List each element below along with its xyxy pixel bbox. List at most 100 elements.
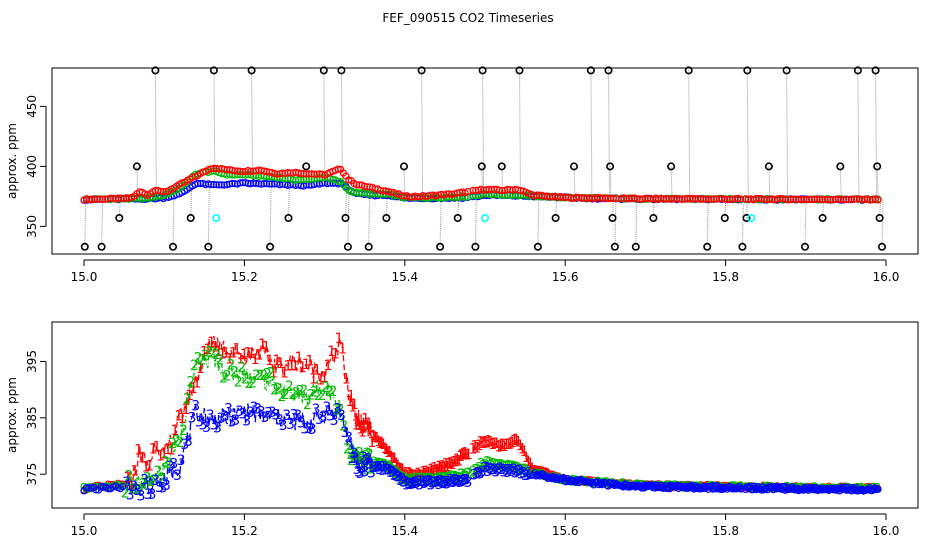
bottom-series-2-code-label: 2 (368, 460, 377, 476)
bottom-series-1-code-label: 1 (273, 353, 282, 369)
bottom-series-3-code-label: 3 (488, 463, 497, 479)
top-series-1-point (104, 195, 112, 203)
bottom-series-2-code-label: 2 (357, 450, 366, 466)
bottom-series-2-code-label: 2 (524, 466, 533, 482)
bottom-series-2-code-label: 2 (402, 472, 411, 488)
bottom-series-2-code-label: 2 (413, 474, 422, 490)
bottom-series-1-code-label: 1 (356, 422, 365, 438)
top-flag-drop-line (706, 199, 709, 247)
bottom-series-1-code-label: 1 (401, 465, 410, 481)
bottom-series-1-code-label: 1 (254, 347, 263, 363)
bottom-series-1-code-label: 1 (127, 478, 136, 494)
bottom-series-1-code-label: 1 (453, 452, 462, 468)
top-outlier-point (875, 214, 884, 223)
top-y-tick-label: 350 (25, 215, 39, 238)
bottom-series-1-code-label: 1 (464, 447, 473, 463)
top-series-1-point (286, 169, 294, 177)
bottom-series-1-code-label: 1 (327, 344, 336, 360)
bottom-series-2-code-label: 2 (270, 383, 279, 399)
top-series-3-point (228, 179, 236, 188)
bottom-series-1-code-label: 1 (262, 339, 271, 355)
bottom-series-2-code-label: 2 (376, 456, 385, 472)
top-series-1-point (577, 194, 586, 202)
bottom-series-3-code-label: 3 (415, 478, 424, 494)
top-outlier-point (399, 162, 408, 171)
top-outlier-point (204, 242, 213, 251)
bottom-series-2-code-label: 2 (453, 470, 462, 486)
bottom-series-1-code-label: 1 (520, 444, 529, 460)
bottom-series-2-code-label: 2 (403, 474, 412, 490)
bottom-series-1-code-label: 1 (182, 402, 191, 418)
top-series-3-point (244, 179, 252, 187)
top-flag-drop-line (537, 196, 540, 247)
bottom-series-1-code-label: 1 (338, 341, 347, 357)
bottom-series-2-code-label: 2 (168, 436, 177, 452)
top-flag-drop-line (347, 188, 350, 247)
top-series-1-point (850, 195, 858, 203)
bottom-series-3-code-label: 3 (137, 488, 146, 504)
top-series-1-point (585, 194, 594, 202)
bottom-series-1-code-label: 1 (451, 454, 460, 470)
bottom-series-3-code-label: 3 (286, 417, 295, 433)
bottom-series-1-code-label: 1 (504, 437, 513, 453)
bottom-plot-area: 1111111111111111111111111111111111111111… (80, 331, 882, 504)
bottom-series-2-code-label: 2 (194, 351, 203, 367)
bottom-series-1-code-label: 1 (459, 447, 468, 463)
bottom-series-1-code-label: 1 (392, 456, 401, 472)
bottom-series-1-code-label: 1 (462, 448, 471, 464)
bottom-series-1-code-label: 1 (443, 459, 452, 475)
bottom-series-1-code-label: 1 (331, 346, 340, 362)
top-flag-drop-line (614, 198, 617, 247)
bottom-series-2-code-label: 2 (212, 347, 221, 363)
bottom-series-3-code-label: 3 (505, 462, 514, 478)
bottom-series-2-code-label: 2 (245, 376, 254, 392)
bottom-series-1-code-label: 1 (425, 465, 434, 481)
bottom-series-2-code-label: 2 (186, 375, 195, 391)
bottom-series-3-code-label: 3 (441, 474, 450, 490)
top-series-1-point (284, 168, 292, 177)
top-outlier-point (551, 214, 560, 223)
top-series-1-point (752, 194, 760, 202)
top-series-1-point (874, 196, 882, 204)
bottom-series-1-code-label: 1 (441, 457, 450, 473)
bottom-series-3-code-label: 3 (253, 401, 262, 417)
bottom-series-3-code-label: 3 (231, 413, 240, 429)
bottom-series-2-code-label: 2 (487, 458, 496, 474)
bottom-series-1-code-label: 1 (404, 465, 413, 481)
bottom-series-3-code-label: 3 (509, 462, 518, 478)
bottom-series-2-code-label: 2 (299, 383, 308, 399)
top-series-3-point (252, 179, 260, 187)
bottom-series-3-code-label: 3 (482, 460, 491, 476)
bottom-series-3-code-label: 3 (404, 476, 413, 492)
top-series-1-point (469, 186, 477, 194)
bottom-series-3-code-label: 3 (213, 420, 222, 436)
bottom-series-2-code-label: 2 (241, 372, 250, 388)
bottom-series-2-code-label: 2 (485, 456, 494, 472)
bottom-series-2-code-label: 2 (489, 456, 498, 472)
bottom-series-2-code-label: 2 (471, 463, 480, 479)
bottom-series-1-code-label: 1 (345, 394, 354, 410)
top-flag-drop-line (482, 70, 485, 196)
bottom-series-3-code-label: 3 (501, 463, 510, 479)
bottom-series-1-code-label: 1 (488, 437, 497, 453)
bottom-series-2-code-label: 2 (146, 474, 155, 490)
bottom-series-1-code-label: 1 (446, 455, 455, 471)
top-flag-drop-line (555, 197, 558, 219)
bottom-series-3-code-label: 3 (344, 430, 353, 446)
bottom-series-2-code-label: 2 (172, 433, 181, 449)
top-flag-drop-line (786, 70, 789, 200)
top-series-1-point (715, 195, 723, 203)
bottom-series-2-code-label: 2 (481, 458, 490, 474)
bottom-series-1-code-label: 1 (361, 411, 370, 427)
top-series-1-point (710, 195, 718, 203)
bottom-series-1-code-label: 1 (236, 352, 245, 368)
bottom-series-3-code-label: 3 (451, 473, 460, 489)
bottom-series-code-labels: 1111111111111111111111111111111111111111… (121, 331, 537, 504)
bottom-series-3-code-label: 3 (460, 472, 469, 488)
bottom-series-1-code-label: 1 (203, 342, 212, 358)
top-series-1-point (334, 165, 342, 173)
bottom-series-3-code-label: 3 (418, 474, 427, 490)
bottom-series-3-code-label: 3 (348, 451, 357, 467)
bottom-series-1-code-label: 1 (123, 470, 132, 486)
bottom-series-1-code-label: 1 (486, 435, 495, 451)
